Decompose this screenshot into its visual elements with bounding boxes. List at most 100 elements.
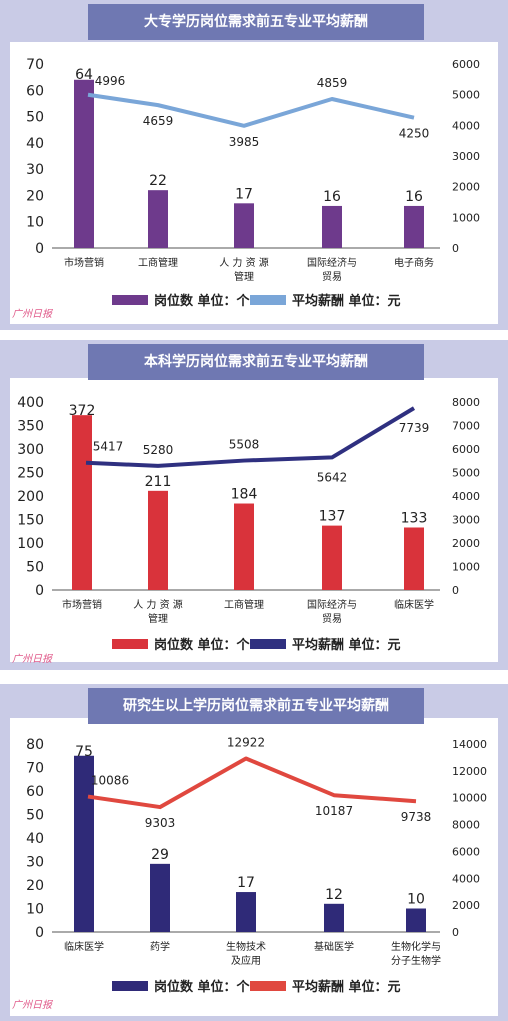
right-axis-tick-label: 4000 [452, 119, 480, 132]
newspaper-logo: 广州日报 [12, 1000, 52, 1011]
line-value-label: 4859 [317, 76, 348, 90]
chart-svg: 0 10 20 30 40 50 60 70 0 1000 2000 3000 4000 5000 6000… [26, 57, 480, 309]
line-value-label: 9738 [401, 810, 432, 824]
left-axis-tick-label: 150 [17, 513, 44, 529]
bar [404, 205, 424, 248]
line-value-label: 4659 [143, 114, 174, 128]
category-label: 市场营销 [62, 598, 102, 611]
line-value-label: 5417 [93, 440, 124, 454]
newspaper-logo: 广州日报 [12, 309, 52, 320]
salary-line [87, 92, 415, 128]
bar-value-label: 64 [75, 67, 93, 83]
bar [234, 203, 254, 248]
right-axis-tick-label: 0 [452, 584, 459, 597]
category-label: 人 力 资 源 [133, 598, 183, 611]
right-axis-tick-label: 5000 [452, 467, 480, 480]
category-label: 国际经济与 [307, 256, 357, 269]
bar-value-label: 133 [401, 510, 428, 526]
left-axis-tick-label: 300 [17, 442, 44, 458]
bar-value-label: 29 [151, 847, 169, 863]
right-axis-tick-label: 6000 [452, 443, 480, 456]
chart-svg: 0501001502002503003504000100020003000400… [17, 395, 480, 653]
bar [74, 79, 94, 249]
bar-value-label: 22 [149, 173, 167, 189]
category-label: 分子生物学 [391, 954, 441, 967]
right-axis-tick-label: 2000 [452, 899, 480, 912]
bar [74, 755, 94, 932]
chart-title: 研究生以上学历岗位需求前五专业平均薪酬 [88, 688, 424, 724]
legend-label-line: 平均薪酬 单位：元 [292, 979, 401, 995]
left-axis-tick-label: 20 [26, 878, 44, 894]
category-label: 电子商务 [394, 256, 434, 269]
category-label: 市场营销 [64, 256, 104, 269]
left-axis-tick-label: 250 [17, 466, 44, 482]
category-label: 生物化学与 [391, 940, 441, 953]
category-label: 药学 [150, 940, 170, 953]
salary-line [87, 756, 417, 810]
legend-label-line: 平均薪酬 单位：元 [292, 637, 401, 653]
left-axis-tick-label: 40 [26, 831, 44, 847]
line-value-label: 4250 [399, 127, 430, 141]
legend-swatch-bar [112, 981, 148, 991]
legend-label-bar: 岗位数 单位：个 [154, 637, 251, 653]
left-axis-tick-label: 60 [26, 784, 44, 800]
legend-swatch-line [250, 295, 286, 305]
category-label: 及应用 [231, 954, 261, 967]
right-axis-tick-label: 3000 [452, 150, 480, 163]
left-axis-tick-label: 200 [17, 489, 44, 505]
right-axis-tick-label: 1000 [452, 561, 480, 574]
bar [72, 415, 92, 590]
right-axis-tick-label: 0 [452, 926, 459, 939]
bar [404, 527, 424, 590]
bar [148, 190, 168, 248]
category-label: 基础医学 [314, 940, 354, 953]
right-axis-tick-label: 2000 [452, 181, 480, 194]
right-axis-tick-label: 7000 [452, 420, 480, 433]
legend-swatch-bar [112, 295, 148, 305]
left-axis-tick-label: 0 [35, 241, 44, 257]
bar [148, 490, 168, 590]
bar-value-label: 137 [319, 509, 346, 525]
salary-line [85, 406, 416, 468]
right-axis-tick-label: 5000 [452, 89, 480, 102]
line-value-label: 10086 [91, 774, 129, 788]
line-value-label: 10187 [315, 804, 353, 818]
line-value-label: 9303 [145, 816, 176, 830]
category-label: 工商管理 [224, 598, 264, 611]
bar [234, 503, 254, 590]
category-label: 贸易 [322, 613, 342, 625]
chart-title: 本科学历岗位需求前五专业平均薪酬 [88, 344, 424, 380]
category-label: 临床医学 [64, 940, 104, 953]
right-axis-tick-label: 6000 [452, 845, 480, 858]
left-axis-tick-label: 10 [26, 215, 44, 231]
line-value-label: 5642 [317, 470, 348, 484]
bar-value-label: 16 [405, 189, 423, 205]
chart-svg: 0 10 20 30 40 50 60 70 80 0 2000 4000 6000 8000 10000 1… [26, 735, 487, 995]
left-axis-tick-label: 20 [26, 188, 44, 204]
right-axis-tick-label: 12000 [452, 765, 487, 778]
legend-swatch-line [250, 981, 286, 991]
newspaper-logo: 广州日报 [12, 654, 52, 665]
right-axis-tick-label: 10000 [452, 792, 487, 805]
right-axis-tick-label: 8000 [452, 819, 480, 832]
legend-swatch-bar [112, 639, 148, 649]
category-label: 临床医学 [394, 598, 434, 611]
left-axis-tick-label: 0 [35, 583, 44, 599]
bar-value-label: 10 [407, 892, 425, 908]
left-axis-tick-label: 70 [26, 57, 44, 73]
right-axis-tick-label: 14000 [452, 738, 487, 751]
left-axis-tick-label: 400 [17, 395, 44, 411]
chart-panel-1: 大专学历岗位需求前五专业平均薪酬 广州日报 0 10 20 30 40 50 60 70 0 1000… [0, 0, 508, 330]
category-label: 工商管理 [138, 256, 178, 269]
bar [322, 525, 342, 590]
bar [150, 863, 170, 932]
bar [406, 908, 426, 932]
chart-panel-2: 本科学历岗位需求前五专业平均薪酬 广州日报 0 50 100 150 200 250 300 35… [0, 340, 508, 670]
left-axis-tick-label: 30 [26, 162, 44, 178]
line-value-label: 5508 [229, 438, 260, 452]
line-value-label: 4996 [95, 74, 126, 88]
legend-label-bar: 岗位数 单位：个 [154, 979, 251, 995]
line-value-label: 5280 [143, 443, 174, 457]
left-axis-tick-label: 350 [17, 419, 44, 435]
bar-value-label: 17 [237, 875, 255, 891]
